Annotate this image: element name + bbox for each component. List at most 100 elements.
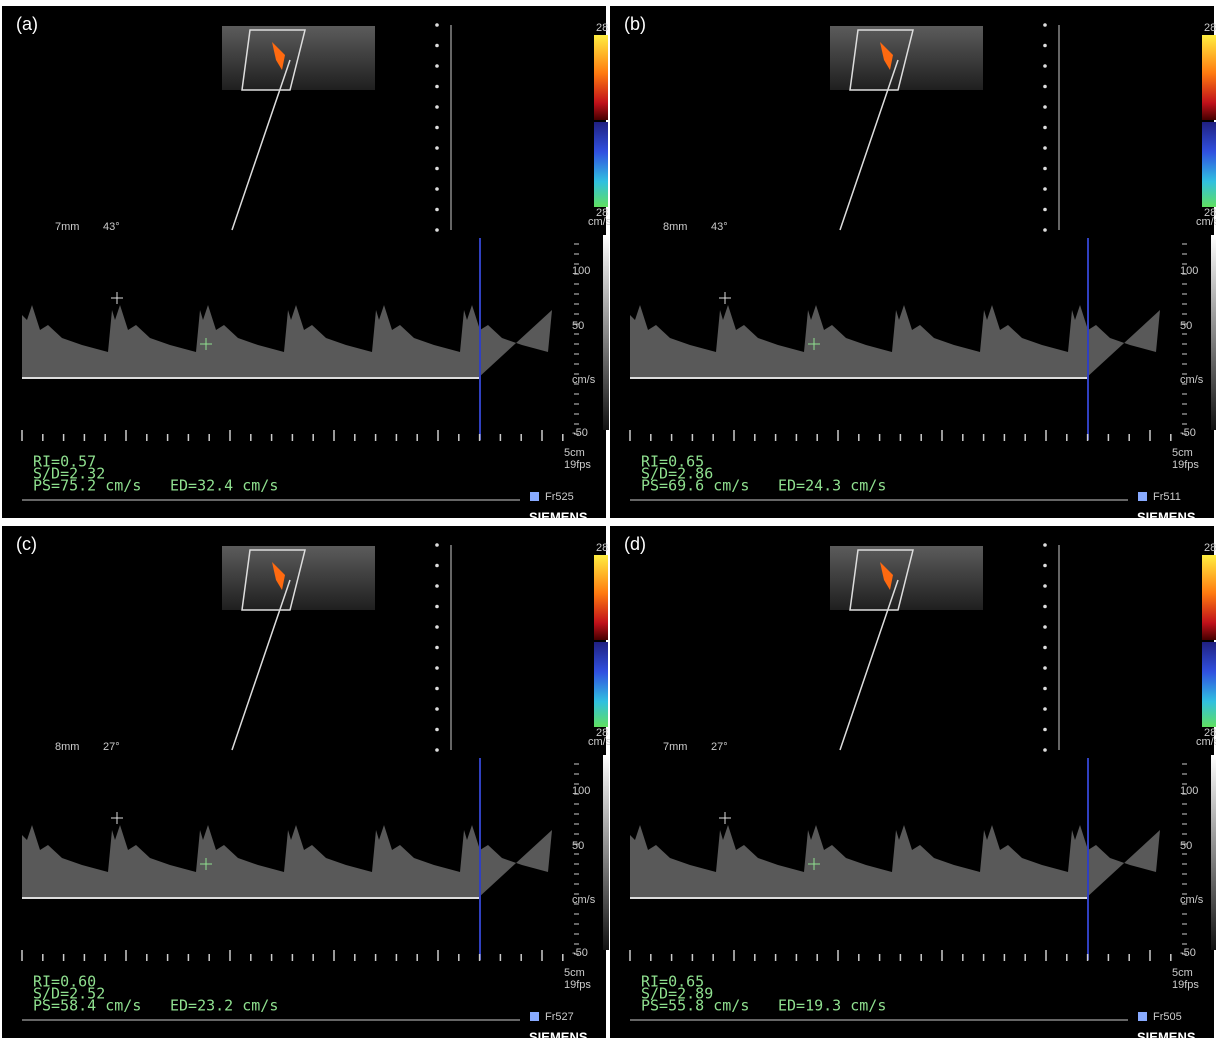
range-label: 5cm	[564, 967, 585, 979]
depth-label: 8mm	[663, 221, 687, 233]
color-scale-unit: cm/s	[588, 216, 612, 228]
color-flow	[880, 42, 893, 70]
depth-dot	[1043, 228, 1047, 232]
depth-dot	[1043, 625, 1047, 629]
color-box	[241, 29, 306, 91]
depth-dot	[1043, 563, 1047, 568]
depth-dot	[435, 84, 439, 89]
depth-dot	[1043, 748, 1047, 752]
color-flow	[272, 562, 285, 590]
depth-dot	[1043, 23, 1047, 27]
panel-background	[610, 526, 1214, 1038]
velocity-tick-label: 50	[572, 840, 584, 852]
brand-label: SIEMENS	[529, 1029, 588, 1040]
depth-dot	[435, 584, 439, 588]
ps-value: PS=69.6 cm/s	[641, 477, 749, 495]
caliper-end	[808, 858, 820, 870]
frame-rate-label: 19fps	[564, 979, 591, 991]
ri-value: RI=0.65	[641, 973, 704, 991]
depth-dot	[1043, 543, 1047, 547]
color-scale-top: 28	[1204, 542, 1216, 554]
velocity-tick-label: 100	[572, 785, 590, 797]
color-scale-bottom: 28	[596, 727, 608, 739]
ultrasound-panel: (a)7mm 43°2828cm/s10050cm/s-505cm19fpsRI=…	[2, 6, 612, 524]
ps-value: PS=55.8 cm/s	[641, 997, 749, 1015]
frame-icon	[1138, 1012, 1147, 1021]
color-scale-top: 28	[1204, 22, 1216, 34]
angle-label: 27°	[103, 741, 120, 753]
doppler-line	[231, 579, 291, 751]
velocity-tick-label: cm/s	[572, 374, 596, 386]
depth-dot	[1043, 105, 1047, 109]
caliper-end	[808, 338, 820, 350]
depth-dot	[1043, 187, 1047, 191]
depth-dot	[1043, 666, 1047, 670]
angle-label: 43°	[103, 221, 120, 233]
sd-value: S/D=2.32	[33, 465, 105, 483]
color-box	[241, 549, 306, 611]
ed-value: ED=24.3 cm/s	[778, 477, 886, 495]
color-scale-positive	[594, 555, 608, 640]
depth-dot	[1043, 207, 1047, 212]
color-scale-positive	[594, 35, 608, 120]
frame-icon	[1138, 492, 1147, 501]
ps-value: PS=75.2 cm/s	[33, 477, 141, 495]
spectral-waveform	[22, 305, 552, 378]
frame-rate-label: 19fps	[564, 459, 591, 471]
sd-value: S/D=2.86	[641, 465, 713, 483]
depth-dot	[435, 727, 439, 732]
caliper-end	[200, 858, 212, 870]
depth-dot	[1043, 686, 1047, 691]
angle-label: 43°	[711, 221, 728, 233]
panel-background	[2, 6, 606, 518]
velocity-tick-label: 100	[1180, 785, 1198, 797]
depth-dot	[435, 207, 439, 212]
depth-dot	[1043, 43, 1047, 48]
color-scale-unit: cm/s	[588, 736, 612, 748]
ed-value: ED=23.2 cm/s	[170, 997, 278, 1015]
velocity-tick-label: 100	[572, 265, 590, 277]
caliper-peak	[719, 812, 731, 824]
frame-label: Fr527	[545, 1011, 574, 1023]
depth-dot	[435, 604, 439, 609]
panel-background	[2, 526, 606, 1038]
depth-dot	[1043, 604, 1047, 609]
sd-value: S/D=2.52	[33, 985, 105, 1003]
spectral-waveform	[22, 825, 552, 898]
color-scale-bottom: 28	[1204, 207, 1216, 219]
depth-dot	[435, 125, 439, 130]
frame-label: Fr505	[1153, 1011, 1182, 1023]
caliper-peak	[111, 292, 123, 304]
depth-dot	[1043, 645, 1047, 650]
depth-label: 7mm	[663, 741, 687, 753]
depth-dot	[435, 748, 439, 752]
velocity-tick-label: cm/s	[1180, 894, 1204, 906]
frame-label: Fr511	[1153, 491, 1181, 503]
velocity-gray-bar	[603, 235, 609, 430]
panel-background	[610, 6, 1214, 518]
brand-label: SIEMENS	[1137, 1029, 1196, 1040]
depth-dot	[1043, 584, 1047, 588]
caliper-peak	[111, 812, 123, 824]
color-scale-bottom: 28	[1204, 727, 1216, 739]
depth-dot	[435, 64, 439, 68]
velocity-tick-label: -50	[1180, 427, 1196, 439]
color-scale-negative	[594, 122, 608, 207]
depth-dot	[1043, 727, 1047, 732]
ultrasound-panel: (c)8mm 27°2828cm/s10050cm/s-505cm19fpsRI=…	[2, 526, 612, 1040]
color-scale-negative	[1202, 122, 1216, 207]
frame-rate-label: 19fps	[1172, 459, 1199, 471]
depth-dot	[435, 625, 439, 629]
color-flow	[272, 42, 285, 70]
velocity-gray-bar	[603, 755, 609, 950]
spectral-waveform	[630, 825, 1160, 898]
color-scale-negative	[1202, 642, 1216, 727]
velocity-tick-label: -50	[572, 427, 588, 439]
spectral-waveform	[630, 305, 1160, 378]
ps-value: PS=58.4 cm/s	[33, 997, 141, 1015]
doppler-line	[839, 579, 899, 751]
ri-value: RI=0.60	[33, 973, 96, 991]
depth-dot	[435, 105, 439, 109]
velocity-gray-bar	[1211, 235, 1216, 430]
